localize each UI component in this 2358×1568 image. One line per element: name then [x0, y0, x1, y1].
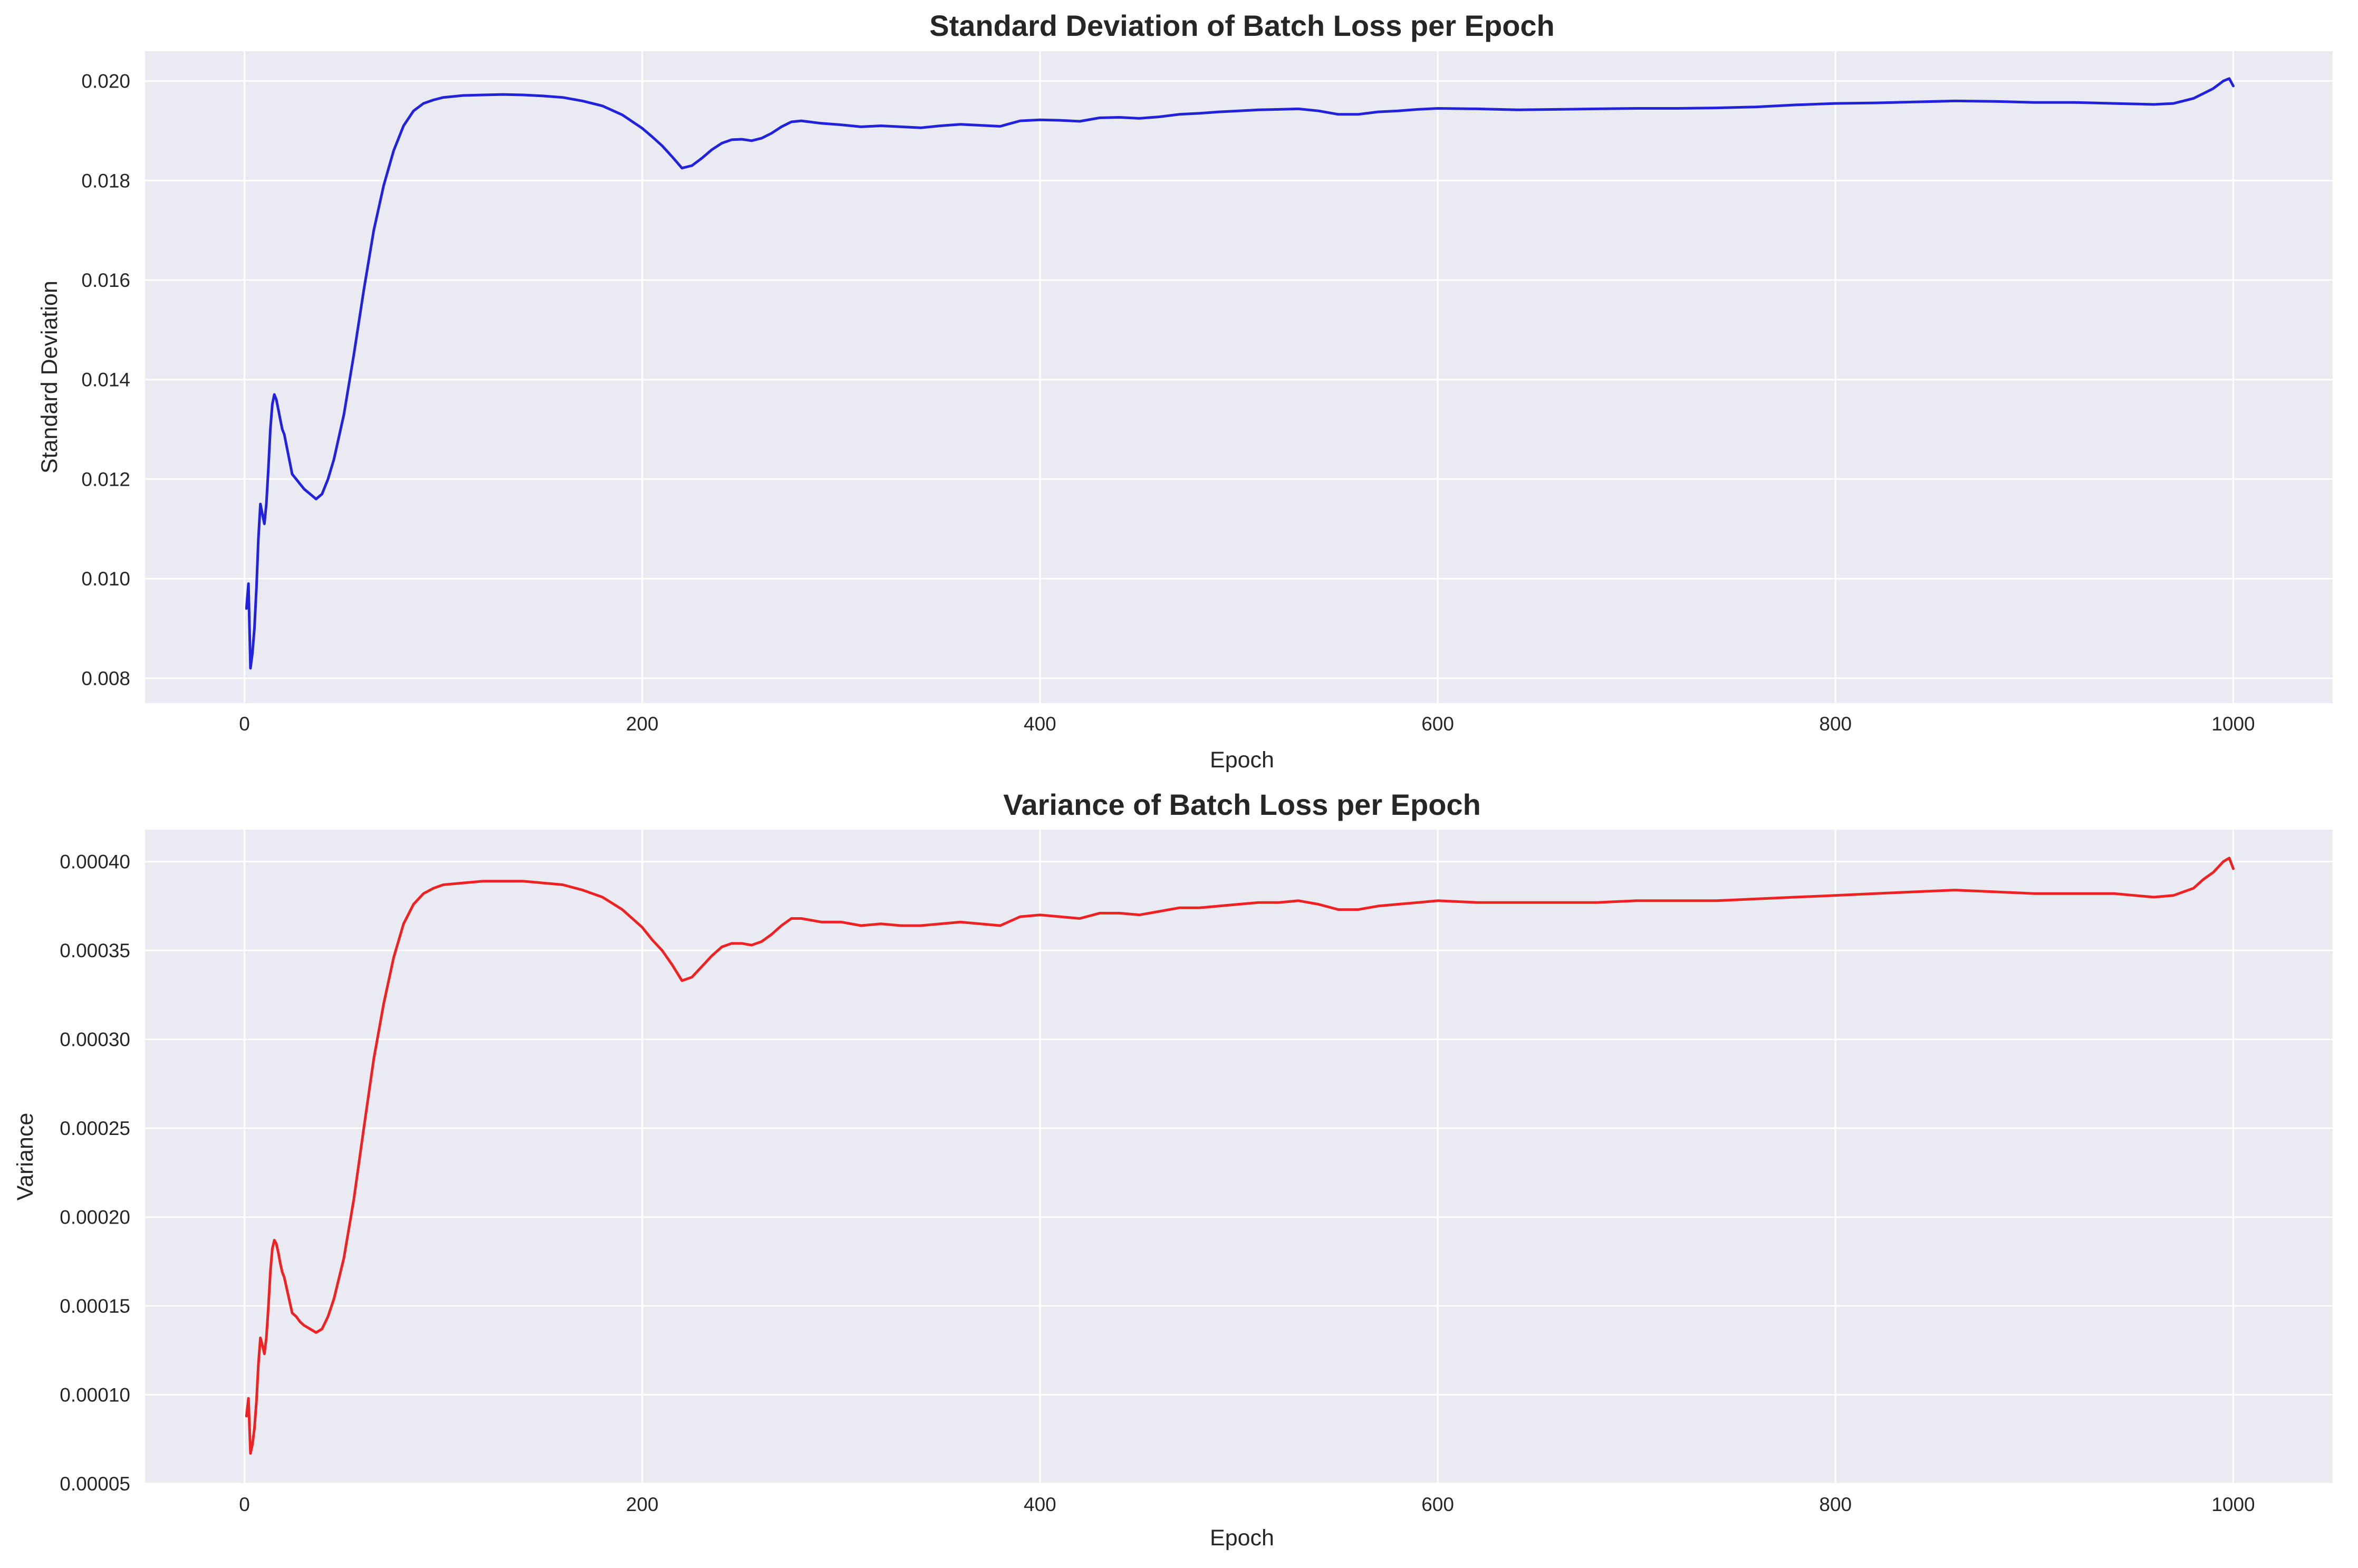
std-dev-panel: 0 200 400 600 800 1000 0.0080.0100.0120.0140.… — [37, 9, 2333, 773]
variance-line-layer — [245, 857, 2235, 1455]
std-dev-x-axis-label: Epoch — [1210, 747, 1274, 773]
std-dev-x-tick-label: 1000 — [2211, 713, 2255, 735]
variance-panel: 0 200 400 600 800 1000 0.000050.000100.000150… — [13, 788, 2333, 1551]
variance-series-line — [245, 857, 2235, 1455]
variance-x-tick-label: 0 — [239, 1494, 250, 1515]
std-dev-line-layer — [245, 77, 2235, 670]
variance-plot-area — [145, 830, 2333, 1484]
std-dev-y-tick-label: 0.016 — [81, 270, 130, 291]
std-dev-x-ticks: 0 200 400 600 800 1000 — [239, 713, 2255, 735]
std-dev-x-tick-label: 600 — [1421, 713, 1454, 735]
variance-x-tick-label: 800 — [1819, 1494, 1852, 1515]
variance-y-tick-label: 0.00010 — [60, 1384, 130, 1406]
std-dev-x-tick-label: 800 — [1819, 713, 1852, 735]
variance-y-tick-label: 0.00015 — [60, 1295, 130, 1317]
variance-y-ticks: 0.00005 0.00010 0.00015 0.00020 0.00025 0.000… — [60, 851, 130, 1495]
variance-y-axis-label: Variance — [13, 1113, 38, 1201]
variance-y-tick-label: 0.00040 — [60, 851, 130, 873]
std-dev-x-tick-label: 400 — [1024, 713, 1056, 735]
variance-y-tick-label: 0.00035 — [60, 940, 130, 961]
variance-y-tick-label: 0.00005 — [60, 1473, 130, 1495]
std-dev-y-tick-label: 0.010 — [81, 568, 130, 590]
variance-y-tick-label: 0.00020 — [60, 1207, 130, 1228]
std-dev-y-tick-label: 0.018 — [81, 170, 130, 191]
std-dev-y-tick-label: 0.014 — [81, 369, 130, 391]
variance-x-tick-label: 600 — [1421, 1494, 1454, 1515]
std-dev-chart-title: Standard Deviation of Batch Loss per Epo… — [929, 9, 1555, 42]
variance-chart-title: Variance of Batch Loss per Epoch — [1003, 788, 1481, 821]
std-dev-y-axis-label: Standard Deviation — [37, 281, 62, 474]
std-dev-y-tick-label: 0.020 — [81, 71, 130, 92]
std-dev-y-ticks: 0.008 0.010 0.012 0.014 0.016 0.018 0.020 — [81, 71, 130, 689]
variance-y-tick-label: 0.00025 — [60, 1118, 130, 1139]
std-dev-y-tick-label: 0.008 — [81, 668, 130, 689]
std-dev-x-tick-label: 0 — [239, 713, 250, 735]
variance-x-axis-label: Epoch — [1210, 1525, 1274, 1551]
variance-gridlines — [145, 830, 2333, 1485]
variance-y-tick-label: 0.00030 — [60, 1029, 130, 1051]
variance-x-tick-label: 1000 — [2211, 1494, 2255, 1515]
variance-x-tick-label: 400 — [1024, 1494, 1056, 1515]
std-dev-plot-area — [145, 51, 2333, 703]
variance-x-tick-label: 200 — [626, 1494, 659, 1515]
std-dev-gridlines — [145, 51, 2333, 703]
std-dev-series-line — [245, 77, 2235, 670]
std-dev-y-tick-label: 0.012 — [81, 468, 130, 490]
variance-x-ticks: 0 200 400 600 800 1000 — [239, 1494, 2255, 1515]
std-dev-x-tick-label: 200 — [626, 713, 659, 735]
